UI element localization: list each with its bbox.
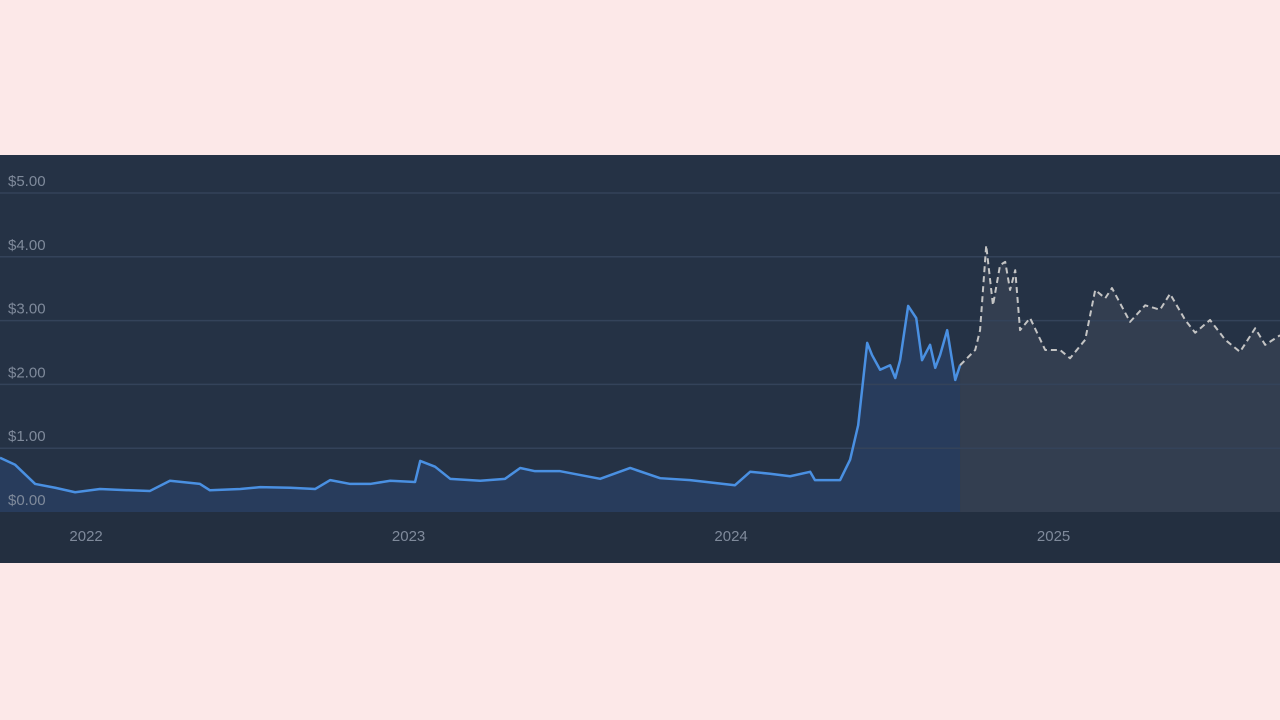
x-tick-label: 2023 xyxy=(392,528,425,545)
y-tick-label: $2.00 xyxy=(8,364,46,381)
x-tick-label: 2022 xyxy=(69,528,102,545)
forecast-line xyxy=(959,244,1280,366)
y-tick-label: $4.00 xyxy=(8,237,46,254)
x-axis-band xyxy=(0,512,1280,563)
area xyxy=(960,245,1280,513)
y-tick-label: $0.00 xyxy=(8,492,46,509)
y-tick-label: $1.00 xyxy=(8,428,46,445)
price-line xyxy=(0,304,962,494)
area xyxy=(0,305,961,512)
x-tick-label: 2025 xyxy=(1037,528,1070,545)
x-tick-label: 2024 xyxy=(714,528,747,545)
y-tick-label: $3.00 xyxy=(8,301,46,318)
y-tick-label: $5.00 xyxy=(8,173,46,190)
